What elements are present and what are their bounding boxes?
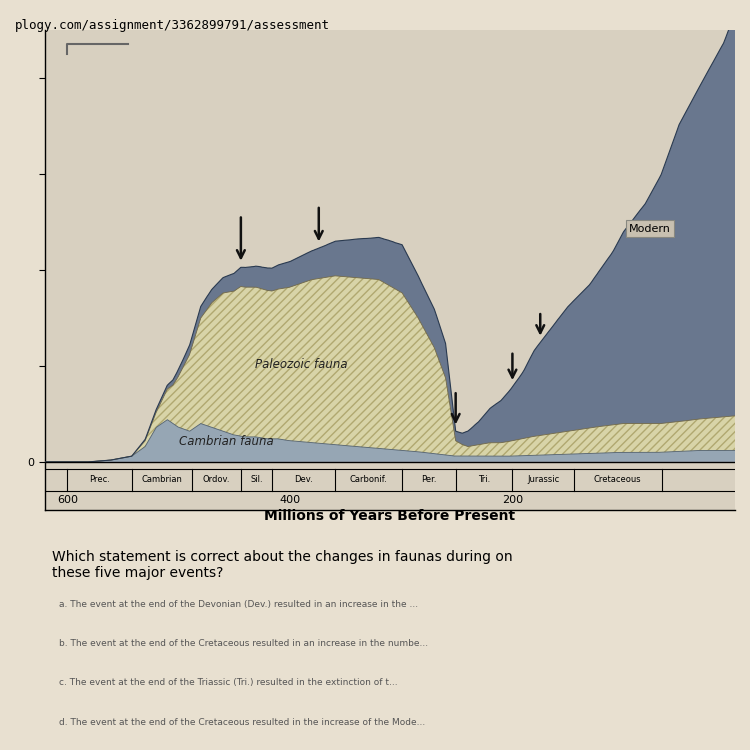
Text: c. The event at the end of the Triassic (Tri.) resulted in the extinction of t..: c. The event at the end of the Triassic … (58, 678, 398, 687)
Text: 200: 200 (502, 494, 523, 505)
Text: Which statement is correct about the changes in faunas during on
these five majo: Which statement is correct about the cha… (52, 550, 512, 580)
Text: Sil.: Sil. (251, 476, 262, 484)
Text: Cambrian: Cambrian (142, 476, 182, 484)
Text: 600: 600 (57, 494, 78, 505)
Text: b. The event at the end of the Cretaceous resulted in an increase in the numbe..: b. The event at the end of the Cretaceou… (58, 639, 428, 648)
Text: Carbonif.: Carbonif. (350, 476, 388, 484)
Text: Prec.: Prec. (89, 476, 110, 484)
Text: Modern: Modern (629, 224, 671, 233)
Text: Per.: Per. (422, 476, 436, 484)
Text: a. The event at the end of the Devonian (Dev.) resulted in an increase in the ..: a. The event at the end of the Devonian … (58, 600, 418, 609)
Text: Tri.: Tri. (478, 476, 490, 484)
Text: Jurassic: Jurassic (527, 476, 560, 484)
Text: plogy.com/assignment/3362899791/assessment: plogy.com/assignment/3362899791/assessme… (15, 19, 330, 32)
Text: Millions of Years Before Present: Millions of Years Before Present (265, 509, 515, 523)
Text: Cretaceous: Cretaceous (594, 476, 641, 484)
Text: Ordov.: Ordov. (202, 476, 230, 484)
Text: Cambrian fauna: Cambrian fauna (178, 435, 273, 448)
Text: Paleozoic fauna: Paleozoic fauna (255, 358, 347, 371)
Text: d. The event at the end of the Cretaceous resulted in the increase of the Mode..: d. The event at the end of the Cretaceou… (58, 718, 425, 727)
Text: Dev.: Dev. (295, 476, 314, 484)
Text: 400: 400 (279, 494, 301, 505)
